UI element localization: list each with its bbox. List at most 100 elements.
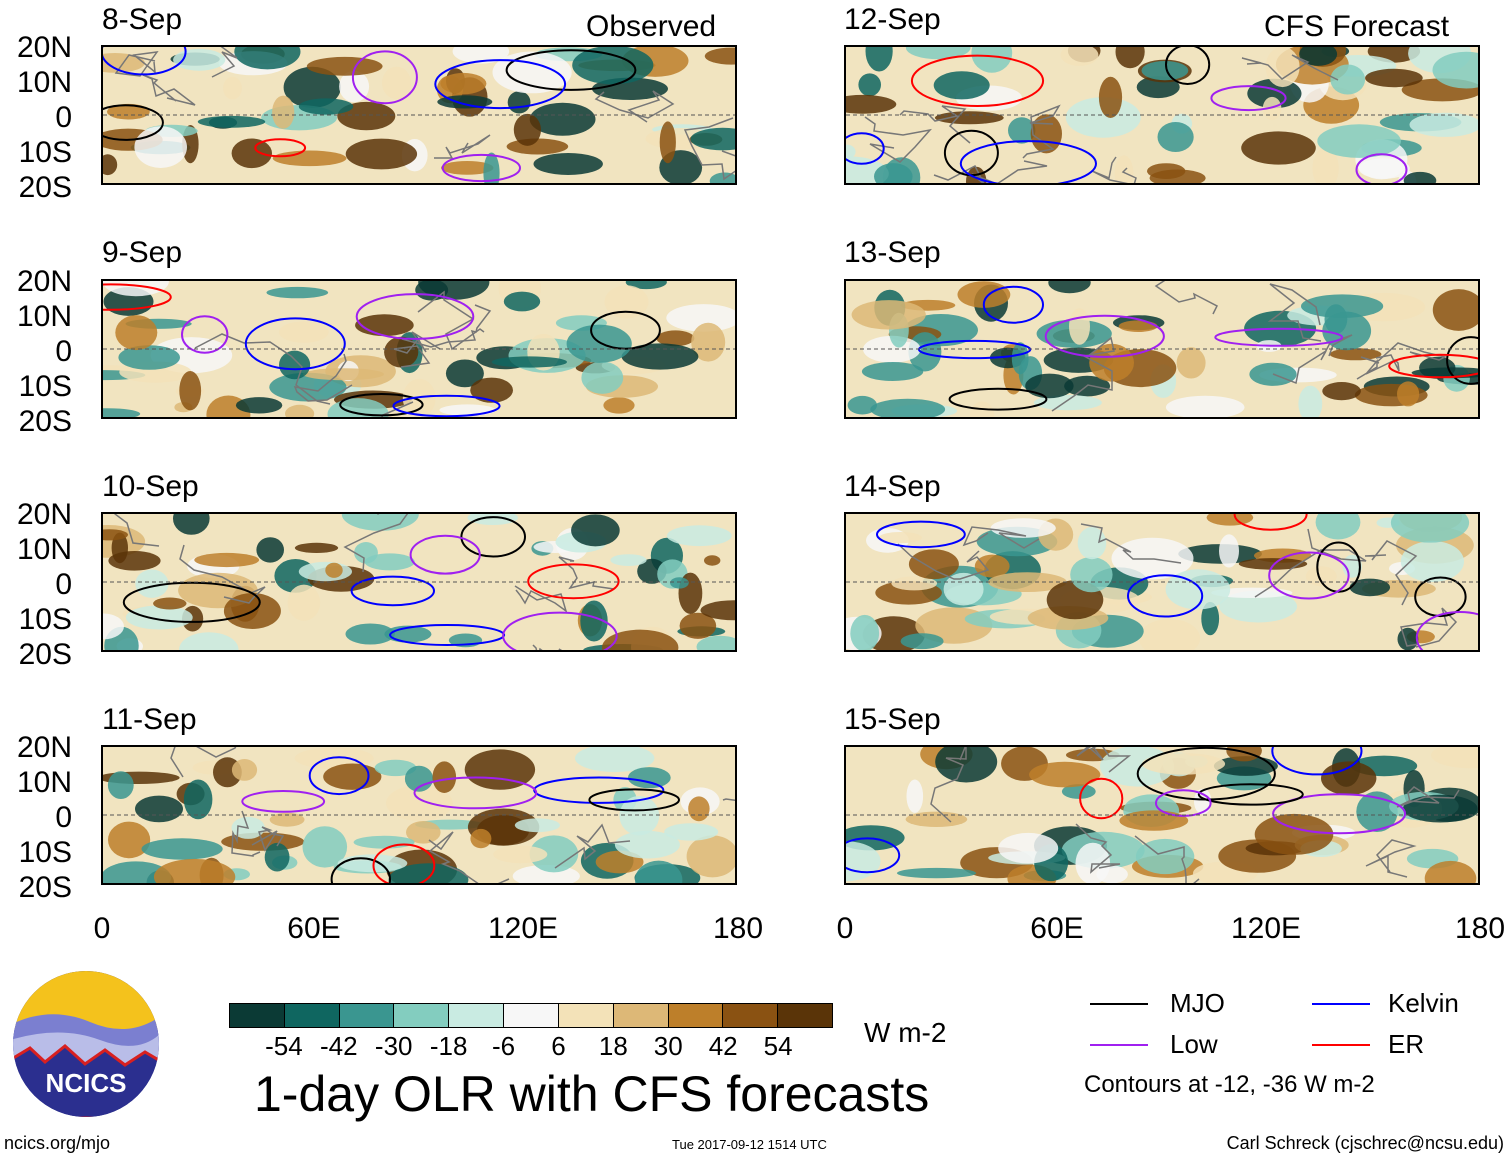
- olr-anomaly-blob: [103, 613, 124, 640]
- olr-anomaly-blob: [1424, 860, 1477, 883]
- colorbar-swatch: [449, 1004, 505, 1027]
- olr-anomaly-blob: [934, 111, 1004, 125]
- olr-anomaly-blob: [108, 551, 161, 571]
- olr-anomaly-blob: [1061, 784, 1096, 799]
- olr-anomaly-blob: [1219, 590, 1297, 623]
- wave-contour: [1214, 327, 1344, 347]
- coastline: [1365, 839, 1417, 878]
- olr-anomaly-blob: [256, 537, 284, 563]
- olr-anomaly-blob: [432, 761, 457, 793]
- olr-anomaly-blob: [659, 121, 676, 164]
- wave-contour: [846, 837, 901, 874]
- wave-contour: [1268, 551, 1350, 600]
- olr-anomaly-blob: [664, 823, 719, 841]
- wave-contour: [1272, 793, 1407, 835]
- olr-colorbar: [229, 1003, 833, 1028]
- coastline: [1022, 104, 1061, 159]
- olr-anomaly-blob: [503, 291, 541, 312]
- coastline: [211, 47, 238, 78]
- olr-anomaly-blob: [581, 361, 624, 394]
- olr-anomaly-blob: [691, 322, 726, 362]
- wave-contour: [1446, 336, 1478, 385]
- panel-date-6: 13-Sep: [844, 236, 941, 269]
- coastline: [594, 90, 675, 123]
- wave-contour: [241, 790, 326, 813]
- coastline: [1364, 540, 1418, 606]
- coastline: [343, 514, 409, 573]
- olr-anomaly-blob: [1301, 294, 1384, 318]
- olr-anomaly-blob: [1165, 569, 1231, 610]
- colorbar-tick-label: 6: [551, 1031, 566, 1061]
- olr-anomaly-blob: [1141, 753, 1226, 775]
- olr-anomaly-blob: [690, 127, 735, 151]
- olr-anomaly-blob: [506, 138, 569, 155]
- olr-anomaly-blob: [943, 572, 984, 606]
- olr-anomaly-blob: [337, 854, 408, 873]
- olr-anomaly-blob: [988, 572, 1067, 592]
- coastline: [231, 810, 261, 857]
- olr-anomaly-blob: [355, 314, 414, 337]
- lon-label-right-60e: 60E: [1030, 912, 1084, 945]
- colorbar-tick-label: -30: [374, 1031, 413, 1061]
- lat-label-row2-4: 20S: [18, 405, 72, 438]
- olr-anomaly-blob: [1098, 76, 1123, 118]
- colorbar-swatch: [668, 1004, 724, 1027]
- olr-anomaly-blob: [1008, 117, 1036, 144]
- coastline: [114, 514, 160, 547]
- coastline: [293, 353, 353, 402]
- wave-contour: [505, 49, 637, 91]
- wave-contour: [122, 581, 261, 623]
- olr-anomaly-blob: [353, 835, 415, 849]
- coastline: [1267, 283, 1322, 342]
- coastline: [1154, 281, 1219, 315]
- olr-anomaly-blob: [1033, 395, 1102, 411]
- olr-anomaly-blob: [179, 632, 239, 650]
- coastline: [683, 117, 735, 181]
- olr-anomaly-blob: [1365, 68, 1423, 88]
- coastline: [558, 556, 615, 590]
- map-panel-3: [101, 512, 737, 652]
- olr-anomaly-blob: [1096, 865, 1128, 883]
- legend-er-label: ER: [1388, 1029, 1425, 1059]
- olr-anomaly-blob: [493, 845, 548, 864]
- coastline: [1400, 607, 1458, 648]
- coastline: [554, 823, 631, 869]
- olr-anomaly-blob: [1390, 514, 1470, 543]
- lon-label-right-0: 0: [836, 912, 854, 945]
- coastline: [428, 831, 510, 883]
- coastline: [899, 105, 971, 144]
- olr-anomaly-blob: [1400, 540, 1464, 583]
- wave-contour: [350, 575, 435, 607]
- coastline: [401, 304, 492, 348]
- olr-anomaly-blob: [580, 600, 608, 642]
- olr-anomaly-blob: [298, 561, 352, 582]
- wave-contour: [339, 393, 424, 417]
- wave-contour: [181, 315, 229, 354]
- footer-url[interactable]: ncics.org/mjo: [4, 1133, 111, 1153]
- footer-author: Carl Schreck (cjschrec@ncsu.edu): [1226, 1133, 1504, 1153]
- olr-anomaly-blob: [445, 359, 484, 388]
- wave-contour: [103, 283, 172, 311]
- lat-label-row4-1: 10N: [16, 766, 72, 799]
- logo-text: NCICS: [46, 1068, 127, 1098]
- colorbar-tick-label: 18: [598, 1031, 628, 1061]
- lat-label-row2-2: 0: [55, 335, 72, 368]
- wave-contour: [533, 776, 665, 804]
- olr-anomaly-blob: [302, 368, 384, 381]
- olr-map-canvas: [103, 281, 735, 417]
- coastline: [1091, 156, 1137, 183]
- olr-anomaly-blob: [135, 569, 169, 598]
- olr-anomaly-blob: [141, 838, 223, 860]
- wave-contour: [1155, 789, 1212, 817]
- lat-label-row1-3: 10S: [18, 136, 72, 169]
- coastline: [1272, 334, 1353, 385]
- olr-anomaly-blob: [604, 285, 649, 319]
- legend-low-label: Low: [1170, 1029, 1218, 1059]
- olr-anomaly-blob: [1254, 813, 1334, 855]
- olr-anomaly-blob: [670, 577, 689, 589]
- coastline: [722, 798, 735, 802]
- coastline: [1080, 523, 1182, 564]
- lon-label-left-60e: 60E: [287, 912, 341, 945]
- olr-anomaly-blob: [905, 811, 968, 827]
- olr-anomaly-blob: [382, 66, 411, 100]
